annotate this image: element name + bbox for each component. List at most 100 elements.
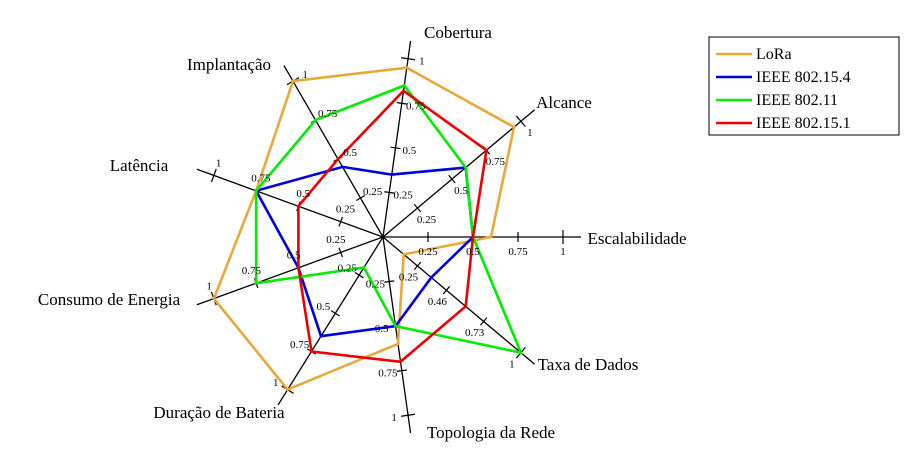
legend: LoRa IEEE 802.15.4 IEEE 802.11 IEEE 802.15.… [708, 36, 900, 136]
tick-label: 0.25 [336, 203, 356, 215]
tick-label: 0.5 [287, 250, 301, 262]
tick-label: 0.75 [406, 100, 426, 112]
series-point [314, 118, 317, 122]
tick-label: 0.75 [378, 368, 398, 380]
tick-mark [396, 102, 407, 105]
axis-line [382, 40, 412, 238]
series-point [399, 360, 402, 364]
tick-mark [355, 195, 366, 202]
tick-label: 1 [527, 127, 533, 139]
series-point [464, 305, 468, 308]
series-polygon [212, 66, 516, 392]
tick-label: 1 [206, 280, 212, 292]
tick-mark [442, 286, 451, 295]
tick-label: 0.75 [508, 246, 528, 258]
tick-mark [330, 310, 340, 317]
series-point [254, 189, 258, 193]
axis-line [283, 65, 384, 238]
series-point [396, 342, 400, 346]
series-point [336, 157, 340, 161]
series-point [362, 266, 366, 269]
tick-mark [401, 413, 416, 417]
tick-mark [210, 168, 217, 183]
tick-label: 1 [560, 246, 566, 258]
tick-label: 0.25 [363, 186, 383, 198]
tick-label: 0.5 [296, 188, 310, 200]
tick-label: 0.5 [403, 145, 417, 157]
tick-mark [338, 216, 343, 227]
tick-label: 0.75 [242, 265, 262, 277]
series-point [341, 165, 344, 169]
tick-mark [390, 146, 401, 150]
tick-label: 1 [273, 377, 279, 389]
series-point [402, 89, 405, 93]
tick-mark [354, 272, 364, 279]
tick-mark [338, 247, 343, 258]
tick-label: 1 [509, 358, 515, 370]
series-layer [212, 66, 524, 392]
axis-label: Alcance [536, 93, 592, 112]
tick-label: 0.5 [454, 185, 468, 197]
tick-label: 0.5 [343, 147, 357, 159]
tick-mark [479, 317, 488, 326]
tick-mark [413, 261, 422, 271]
tick-label: 0.25 [326, 234, 346, 246]
tick-mark [396, 369, 407, 372]
series-point [297, 204, 300, 208]
series-point [297, 266, 300, 270]
legend-label: IEEE 802.15.1 [756, 115, 851, 132]
axis-label: Implantação [187, 55, 271, 74]
series-point [319, 334, 323, 338]
series-point [402, 253, 406, 256]
series-point [471, 235, 475, 239]
series-point [254, 281, 258, 285]
series-point [512, 125, 516, 129]
series-point [310, 350, 313, 353]
series-point [405, 66, 409, 69]
tick-label: 1 [302, 69, 308, 81]
axis-label: Topologia da Rede [427, 423, 555, 442]
series-polygon [254, 83, 524, 355]
tick-mark [413, 203, 422, 213]
series-point [390, 173, 394, 176]
tick-label: 0.46 [428, 296, 448, 308]
tick-label: 0.5 [317, 301, 331, 313]
tick-label: 0.25 [394, 189, 414, 201]
series-point [403, 84, 406, 87]
axis-line [382, 236, 412, 434]
tick-label: 0.25 [418, 246, 438, 258]
tick-label: 0.25 [338, 263, 358, 275]
axis-label: Consumo de Energia [38, 290, 181, 309]
tick-label: 0.25 [417, 214, 437, 226]
axis-line [196, 168, 384, 238]
axis-line [196, 236, 384, 306]
axis-line [382, 236, 536, 365]
tick-label: 1 [419, 56, 425, 68]
axis-label: Escalabilidade [587, 229, 686, 248]
labels-layer: 0.25 0.5 0.75 1 Cobertura 0.25 0.5 0.75 1 Alcance… [38, 23, 687, 442]
series-point [430, 276, 433, 279]
series-point [394, 324, 397, 328]
legend-label: LoRa [756, 46, 792, 63]
tick-label: 0.5 [466, 246, 480, 258]
legend-label: IEEE 802.15.4 [756, 69, 851, 86]
tick-mark [384, 280, 395, 283]
series-point [485, 148, 488, 152]
series-point [519, 351, 523, 355]
tick-label: 0.25 [366, 279, 386, 291]
tick-label: 1 [391, 412, 397, 424]
tick-mark [515, 115, 526, 128]
axis-label: Cobertura [424, 23, 492, 42]
legend-label: IEEE 802.11 [756, 92, 838, 109]
tick-label: 0.5 [375, 323, 389, 335]
tick-mark [384, 191, 395, 194]
series-point [489, 235, 493, 239]
series-point [212, 297, 216, 300]
tick-label: 0.75 [318, 108, 338, 120]
tick-label: 0.75 [486, 156, 506, 168]
axis-label: Duração de Bateria [153, 403, 285, 422]
axis-line [277, 236, 384, 406]
axis-label: Taxa de Dados [538, 355, 639, 374]
tick-label: 0.73 [465, 327, 485, 339]
